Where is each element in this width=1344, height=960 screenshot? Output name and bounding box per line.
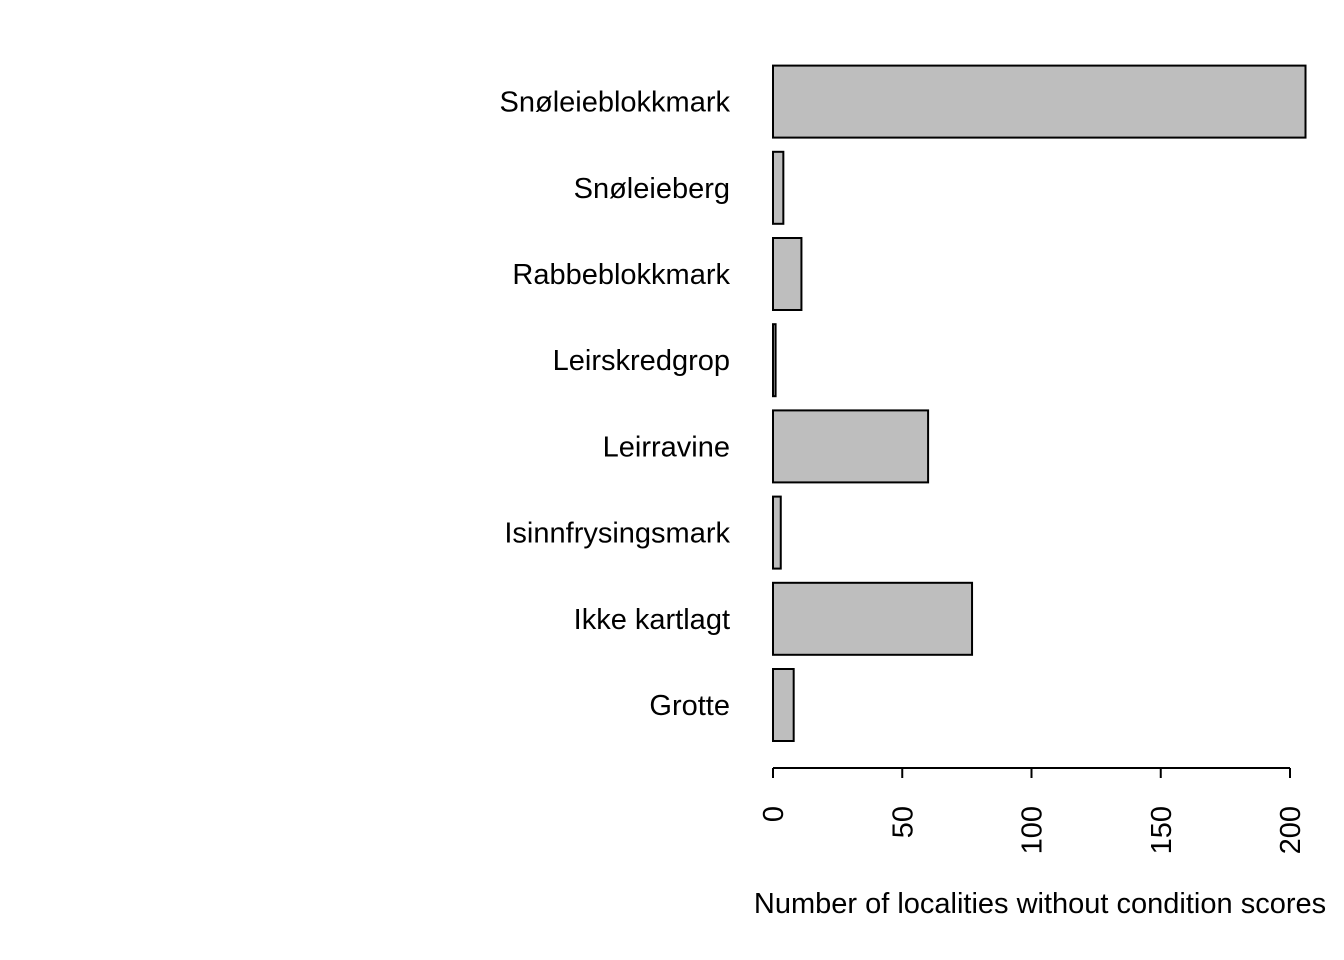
category-label: Rabbeblokkmark bbox=[512, 259, 730, 291]
bars-group bbox=[772, 64, 1307, 742]
x-tick-label: 200 bbox=[1275, 806, 1307, 854]
bar-ikke-kartlagt bbox=[772, 581, 974, 656]
bar-grotte bbox=[772, 668, 795, 742]
bar-snøleieberg bbox=[772, 150, 785, 225]
bar-snøleieblokkmark bbox=[772, 64, 1307, 139]
category-label: Snøleieblokkmark bbox=[500, 87, 731, 119]
bar-rabbeblokkmark bbox=[772, 237, 803, 311]
bar-leirskredgrop bbox=[772, 323, 777, 398]
category-labels: Grotte Ikke kartlagt Isinnfrysingsmark Leir… bbox=[500, 87, 731, 722]
x-axis-title: Number of localities without condition s… bbox=[754, 888, 1326, 920]
x-axis-ticks: 0 50 100 150 200 bbox=[758, 768, 1307, 854]
bar-isinnfrysingsmark bbox=[772, 495, 782, 570]
x-tick-label: 0 bbox=[758, 806, 790, 822]
category-label: Isinnfrysingsmark bbox=[504, 518, 730, 550]
category-label: Snøleieberg bbox=[574, 173, 730, 205]
category-label: Ikke kartlagt bbox=[574, 604, 730, 636]
bar-leirravine bbox=[772, 409, 930, 484]
x-axis: 0 50 100 150 200 bbox=[758, 767, 1307, 854]
category-label: Leirskredgrop bbox=[553, 345, 730, 377]
x-tick-label: 100 bbox=[1017, 806, 1049, 854]
category-label: Grotte bbox=[649, 690, 730, 722]
category-label: Leirravine bbox=[603, 431, 730, 463]
x-tick-label: 50 bbox=[887, 806, 919, 838]
x-tick-label: 150 bbox=[1146, 806, 1178, 854]
